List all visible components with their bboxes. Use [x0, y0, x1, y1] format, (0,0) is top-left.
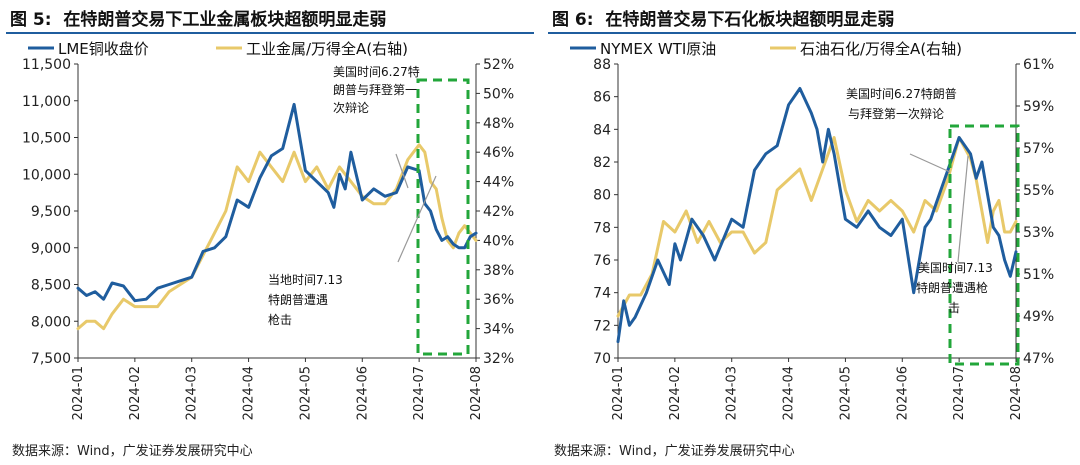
y-right-tick-label: 42% — [483, 204, 514, 220]
x-tick-label: 2024-05 — [298, 366, 313, 420]
x-tick-label: 2024-03 — [725, 366, 740, 420]
y-left-tick-label: 84 — [593, 122, 611, 138]
x-tick-label: 2024-02 — [668, 366, 683, 420]
y-right-tick-label: 51% — [1023, 267, 1054, 283]
y-left-tick-label: 70 — [593, 351, 611, 367]
y-right-tick-label: 46% — [483, 145, 514, 161]
annotation-text: 朗普与拜登第一 — [333, 82, 417, 97]
x-tick-label: 2024-01 — [611, 366, 626, 420]
y-left-tick-label: 9,500 — [31, 204, 71, 220]
x-tick-label: 2024-07 — [412, 366, 427, 420]
y-left-tick-label: 8,500 — [31, 278, 71, 294]
x-tick-label: 2024-08 — [1009, 366, 1024, 420]
y-right-tick-label: 59% — [1023, 99, 1054, 115]
figure-title-bar: 图 5: 在特朗普交易下工业金属板块超额明显走弱 — [6, 0, 534, 34]
x-tick-label: 2024-06 — [895, 366, 910, 420]
x-tick-label: 2024-03 — [185, 366, 200, 420]
y-left-tick-label: 82 — [593, 155, 611, 171]
annotation-text: 次辩论 — [333, 101, 369, 115]
y-right-tick-label: 36% — [483, 292, 514, 308]
y-left-tick-label: 88 — [593, 57, 611, 73]
annotation-text: 枪击 — [268, 312, 292, 327]
annotation-text: 美国时间6.27特朗普 — [846, 86, 957, 101]
y-left-tick-label: 9,000 — [31, 241, 71, 257]
chart-panel-oil: 图 6: 在特朗普交易下石化板块超额明显走弱 70 72 74 76 78 80 82 84 8… — [548, 0, 1076, 465]
legend-label: 石油石化/万得全A(右轴) — [800, 40, 962, 58]
y-right-tick-label: 57% — [1023, 141, 1054, 157]
legend-label: LME铜收盘价 — [58, 40, 149, 58]
series-line-right — [616, 136, 1018, 318]
y-left-tick-label: 11,000 — [22, 94, 71, 110]
x-tick-label: 2024-06 — [355, 366, 370, 420]
y-left-tick-label: 8,000 — [31, 314, 71, 330]
x-tick-label: 2024-02 — [128, 366, 143, 420]
y-left-tick-label: 72 — [593, 318, 611, 334]
x-tick-label: 2024-04 — [242, 366, 257, 420]
y-left-tick-label: 74 — [593, 286, 611, 302]
y-right-tick-label: 44% — [483, 175, 514, 191]
annotation-leader-line — [397, 175, 437, 263]
y-right-tick-label: 48% — [483, 116, 514, 132]
y-right-tick-label: 32% — [483, 351, 514, 367]
x-tick-label: 2024-04 — [782, 366, 797, 420]
series-line-left — [616, 87, 1018, 344]
x-tick-label: 2024-07 — [952, 366, 967, 420]
y-left-tick-label: 86 — [593, 90, 611, 106]
y-left-tick-label: 10,000 — [22, 167, 71, 183]
series-line-right — [76, 143, 478, 331]
y-left-tick-label: 76 — [593, 253, 611, 269]
chart-panel-copper: 图 5: 在特朗普交易下工业金属板块超额明显走弱 7,500 8,000 8,500… — [6, 0, 534, 465]
annotation-leader-line — [395, 153, 409, 189]
data-source: 数据来源：Wind，广发证券发展研究中心 — [554, 444, 795, 459]
series-line-left — [76, 102, 478, 303]
y-right-tick-label: 53% — [1023, 225, 1054, 241]
x-tick-label: 2024-01 — [71, 366, 86, 420]
annotation-leader-line — [957, 155, 969, 263]
y-left-tick-label: 10,500 — [22, 131, 71, 147]
legend-label: NYMEX WTI原油 — [600, 40, 716, 58]
annotation-text: 美国时间7.13 — [918, 261, 993, 275]
y-left-tick-label: 11,500 — [22, 57, 71, 73]
data-source: 数据来源：Wind，广发证券发展研究中心 — [12, 444, 253, 459]
annotation-text: 特朗普遭遇 — [268, 292, 328, 307]
figure-title: 在特朗普交易下工业金属板块超额明显走弱 — [63, 10, 387, 30]
y-right-tick-label: 61% — [1023, 57, 1054, 73]
y-right-tick-label: 52% — [483, 57, 514, 73]
y-right-tick-label: 47% — [1023, 351, 1054, 367]
annotation-text: 美国时间6.27特 — [333, 64, 420, 79]
highlight-dashed-box — [948, 124, 1020, 366]
y-left-tick-label: 80 — [593, 188, 611, 204]
y-right-tick-label: 49% — [1023, 309, 1054, 325]
legend-label: 工业金属/万得全A(右轴) — [246, 40, 408, 58]
x-tick-label: 2024-08 — [469, 366, 484, 420]
copper-line-chart: 7,500 8,000 8,500 9,000 9,500 10,000 10,500 11,… — [22, 40, 514, 420]
figure-title-bar: 图 6: 在特朗普交易下石化板块超额明显走弱 — [548, 0, 1076, 34]
y-right-tick-label: 40% — [483, 233, 514, 249]
figure-label: 图 5: — [10, 10, 52, 30]
y-right-tick-label: 50% — [483, 86, 514, 102]
y-right-tick-label: 34% — [483, 322, 514, 338]
annotation-text: 特朗普遭遇枪 — [916, 280, 988, 295]
y-left-tick-label: 7,500 — [31, 351, 71, 367]
oil-line-chart: 70 72 74 76 78 80 82 84 86 88 47% 49% 51% 53% 55% 57% 59… — [570, 40, 1054, 420]
figure-title: 在特朗普交易下石化板块超额明显走弱 — [605, 10, 895, 30]
annotation-text: 当地时间7.13 — [268, 273, 343, 287]
y-left-tick-label: 78 — [593, 220, 611, 236]
annotation-text: 击 — [948, 301, 960, 315]
y-right-tick-label: 38% — [483, 263, 514, 279]
y-right-tick-label: 55% — [1023, 183, 1054, 199]
x-tick-label: 2024-05 — [838, 366, 853, 420]
annotation-leader-line — [909, 153, 951, 173]
annotation-text: 与拜登第一次辩论 — [848, 106, 944, 121]
figure-label: 图 6: — [552, 10, 594, 30]
